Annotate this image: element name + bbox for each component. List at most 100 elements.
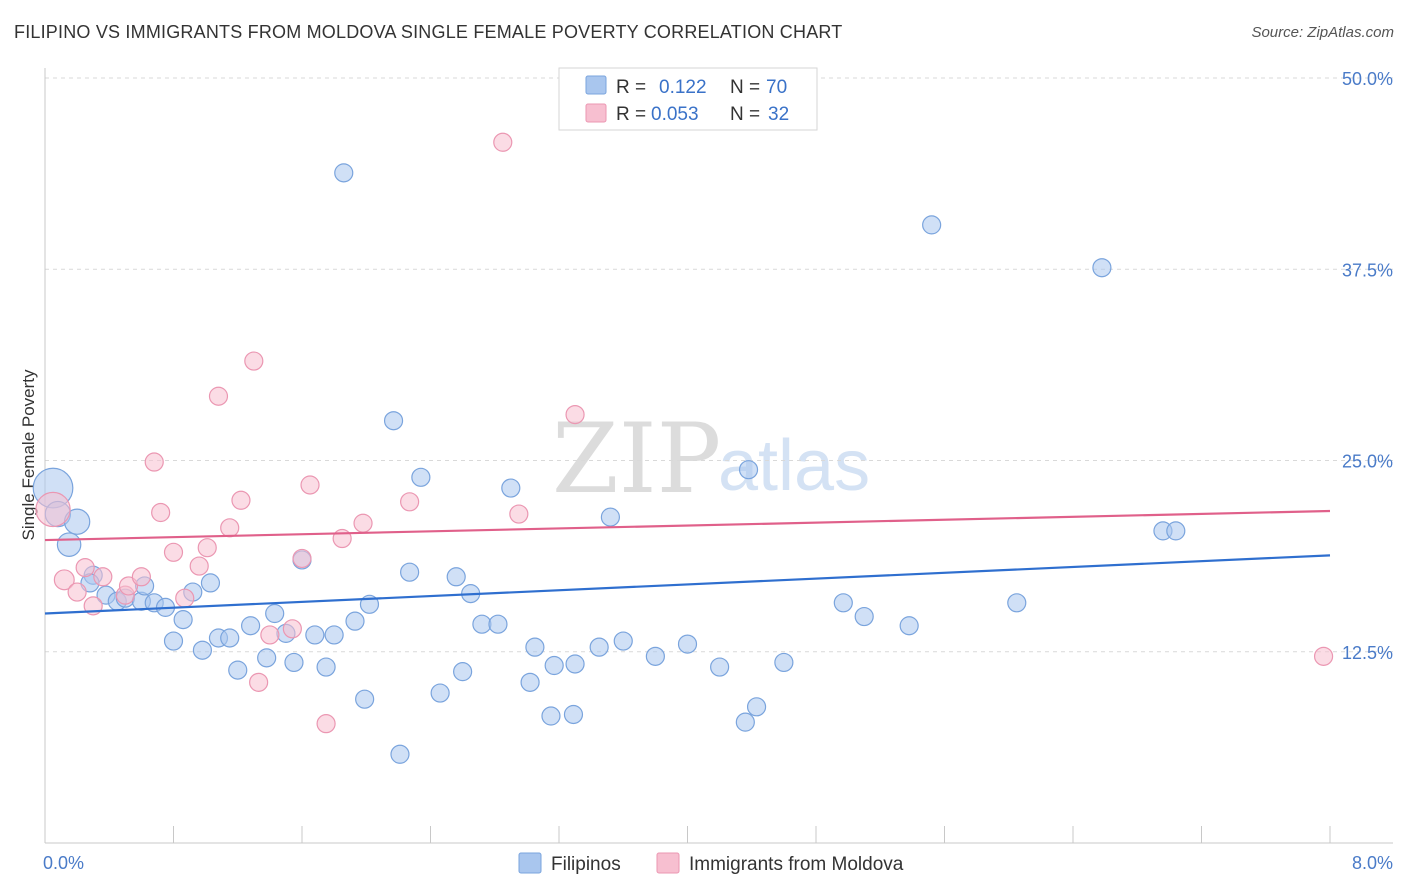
x-tick-label-max: 8.0% bbox=[1352, 853, 1393, 873]
point-filipinos-40 bbox=[453, 662, 473, 682]
point-moldova-28 bbox=[493, 132, 513, 152]
point-filipinos-28 bbox=[316, 657, 336, 677]
point-filipinos-39 bbox=[446, 567, 466, 587]
trend-line-moldova bbox=[44, 509, 1331, 542]
point-filipinos-17 bbox=[200, 573, 221, 593]
point-filipinos-44 bbox=[501, 478, 521, 498]
point-filipinos-3 bbox=[56, 532, 82, 557]
legend-r-label-blue: R = bbox=[616, 77, 646, 98]
point-filipinos-64 bbox=[922, 215, 942, 235]
point-filipinos-53 bbox=[613, 631, 633, 651]
point-moldova-13 bbox=[189, 556, 209, 576]
point-filipinos-58 bbox=[735, 712, 755, 732]
point-moldova-21 bbox=[282, 619, 302, 639]
point-moldova-8 bbox=[131, 567, 151, 587]
point-filipinos-30 bbox=[334, 163, 354, 183]
point-filipinos-61 bbox=[833, 593, 853, 613]
point-moldova-20 bbox=[260, 625, 280, 645]
y-tick-label-1: 25.0% bbox=[1342, 452, 1393, 472]
point-filipinos-14 bbox=[173, 610, 193, 630]
point-moldova-11 bbox=[163, 542, 184, 562]
point-filipinos-13 bbox=[163, 631, 184, 651]
x-tick-label-min: 0.0% bbox=[43, 853, 84, 873]
point-moldova-15 bbox=[208, 386, 229, 406]
axes bbox=[44, 68, 1393, 844]
legend-r-value-pink: 0.053 bbox=[651, 104, 699, 125]
point-filipinos-42 bbox=[472, 614, 492, 634]
legend-n-label-pink: N = bbox=[730, 104, 760, 125]
point-filipinos-66 bbox=[1092, 258, 1112, 278]
point-filipinos-50 bbox=[565, 654, 585, 674]
point-filipinos-60 bbox=[774, 652, 794, 673]
point-moldova-22 bbox=[292, 548, 312, 569]
legend-n-label-blue: N = bbox=[730, 77, 760, 98]
point-moldova-2 bbox=[67, 582, 87, 602]
bottom-legend-label-moldova: Immigrants from Moldova bbox=[689, 854, 904, 875]
point-moldova-31 bbox=[1313, 646, 1334, 666]
source-label: Source: ZipAtlas.com bbox=[1251, 24, 1394, 41]
point-moldova-14 bbox=[197, 538, 217, 558]
point-filipinos-47 bbox=[541, 706, 561, 726]
point-filipinos-32 bbox=[355, 689, 375, 709]
point-filipinos-56 bbox=[710, 657, 730, 677]
y-tick-label-0: 12.5% bbox=[1342, 643, 1393, 663]
point-moldova-27 bbox=[400, 492, 420, 512]
bottom-legend: Filipinos Immigrants from Moldova bbox=[518, 852, 904, 875]
bottom-legend-label-filipinos: Filipinos bbox=[551, 854, 621, 875]
bottom-legend-swatch-filipinos bbox=[518, 852, 542, 874]
legend-swatch-blue bbox=[585, 75, 607, 95]
point-moldova-30 bbox=[565, 405, 585, 425]
point-filipinos-52 bbox=[600, 507, 621, 527]
point-moldova-29 bbox=[509, 504, 529, 524]
point-moldova-5 bbox=[93, 567, 113, 587]
bottom-legend-swatch-moldova bbox=[656, 852, 680, 874]
y-axis-title: Single Female Poverty bbox=[19, 369, 38, 541]
top-legend: R = 0.122 N = 70 R = 0.053 N = 32 bbox=[558, 67, 818, 131]
x-tick-labels: 0.0% 8.0% bbox=[43, 853, 1393, 873]
point-moldova-0 bbox=[35, 491, 71, 528]
y-tick-label-3: 50.0% bbox=[1342, 69, 1393, 89]
point-filipinos-62 bbox=[854, 606, 874, 627]
point-filipinos-46 bbox=[525, 637, 545, 657]
point-filipinos-29 bbox=[324, 625, 344, 645]
point-filipinos-48 bbox=[544, 655, 564, 676]
point-moldova-9 bbox=[144, 452, 164, 472]
point-filipinos-45 bbox=[520, 672, 540, 692]
point-moldova-17 bbox=[231, 490, 251, 510]
trend-lines bbox=[44, 509, 1331, 615]
point-filipinos-37 bbox=[411, 467, 431, 487]
point-filipinos-51 bbox=[589, 637, 609, 657]
point-moldova-23 bbox=[300, 475, 320, 495]
point-moldova-24 bbox=[316, 714, 336, 734]
point-filipinos-36 bbox=[400, 562, 420, 582]
point-moldova-3 bbox=[75, 557, 95, 578]
y-tick-label-2: 37.5% bbox=[1342, 260, 1393, 280]
point-filipinos-23 bbox=[265, 603, 285, 624]
legend-n-value-blue: 70 bbox=[766, 77, 787, 98]
point-filipinos-65 bbox=[1007, 593, 1027, 613]
point-moldova-1 bbox=[53, 569, 75, 591]
y-tick-labels: 12.5% 25.0% 37.5% 50.0% bbox=[1342, 69, 1393, 663]
point-filipinos-38 bbox=[430, 683, 450, 703]
point-filipinos-35 bbox=[390, 744, 410, 764]
point-filipinos-68 bbox=[1166, 521, 1186, 541]
point-filipinos-21 bbox=[241, 616, 261, 636]
trend-line-filipinos bbox=[44, 554, 1331, 615]
point-moldova-26 bbox=[353, 513, 373, 533]
point-filipinos-31 bbox=[345, 611, 365, 631]
chart-title: FILIPINO VS IMMIGRANTS FROM MOLDOVA SING… bbox=[14, 22, 843, 42]
point-filipinos-20 bbox=[228, 660, 248, 680]
point-filipinos-55 bbox=[677, 634, 698, 654]
legend-swatch-pink bbox=[585, 103, 607, 123]
point-filipinos-57 bbox=[738, 460, 759, 480]
point-moldova-10 bbox=[151, 502, 171, 523]
point-filipinos-49 bbox=[563, 704, 584, 725]
legend-r-value-blue: 0.122 bbox=[659, 77, 707, 98]
point-moldova-19 bbox=[249, 672, 269, 692]
point-filipinos-27 bbox=[305, 625, 325, 645]
point-filipinos-22 bbox=[257, 648, 277, 668]
watermark: ZIP atlas bbox=[552, 403, 870, 515]
point-filipinos-59 bbox=[746, 697, 767, 717]
point-filipinos-63 bbox=[899, 616, 919, 636]
